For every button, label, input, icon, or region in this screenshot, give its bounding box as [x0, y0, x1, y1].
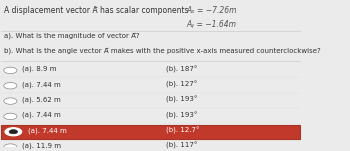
Text: (b). 117°: (b). 117° — [166, 142, 197, 149]
Circle shape — [4, 83, 17, 89]
Text: (b). 187°: (b). 187° — [166, 65, 197, 72]
Text: (a). 11.9 m: (a). 11.9 m — [22, 142, 61, 149]
Text: (b). 127°: (b). 127° — [166, 81, 197, 88]
Circle shape — [4, 67, 17, 74]
Text: A displacement vector A⃗ has scalar components: A displacement vector A⃗ has scalar comp… — [5, 6, 189, 15]
Circle shape — [9, 130, 18, 134]
Text: Aᵧ = −1.64m: Aᵧ = −1.64m — [187, 20, 237, 29]
Circle shape — [4, 98, 17, 104]
Text: Aₓ = −7.26m: Aₓ = −7.26m — [187, 6, 237, 15]
Text: a). What is the magnitude of vector A⃗?: a). What is the magnitude of vector A⃗? — [5, 32, 140, 39]
Text: (b). 193°: (b). 193° — [166, 111, 197, 119]
Circle shape — [4, 144, 17, 150]
FancyBboxPatch shape — [1, 125, 300, 139]
Text: (a). 5.62 m: (a). 5.62 m — [22, 96, 61, 103]
Text: (b). 193°: (b). 193° — [166, 96, 197, 103]
Text: (a). 7.44 m: (a). 7.44 m — [22, 112, 61, 118]
Text: (a). 7.44 m: (a). 7.44 m — [22, 81, 61, 88]
Text: (a). 8.9 m: (a). 8.9 m — [22, 66, 57, 72]
Circle shape — [4, 113, 17, 120]
Text: (a). 7.44 m: (a). 7.44 m — [28, 127, 67, 133]
Circle shape — [5, 128, 22, 136]
Text: b). What is the angle vector A⃗ makes with the positive x-axis measured counterc: b). What is the angle vector A⃗ makes wi… — [5, 47, 321, 54]
Text: (b). 12.7°: (b). 12.7° — [166, 127, 200, 134]
